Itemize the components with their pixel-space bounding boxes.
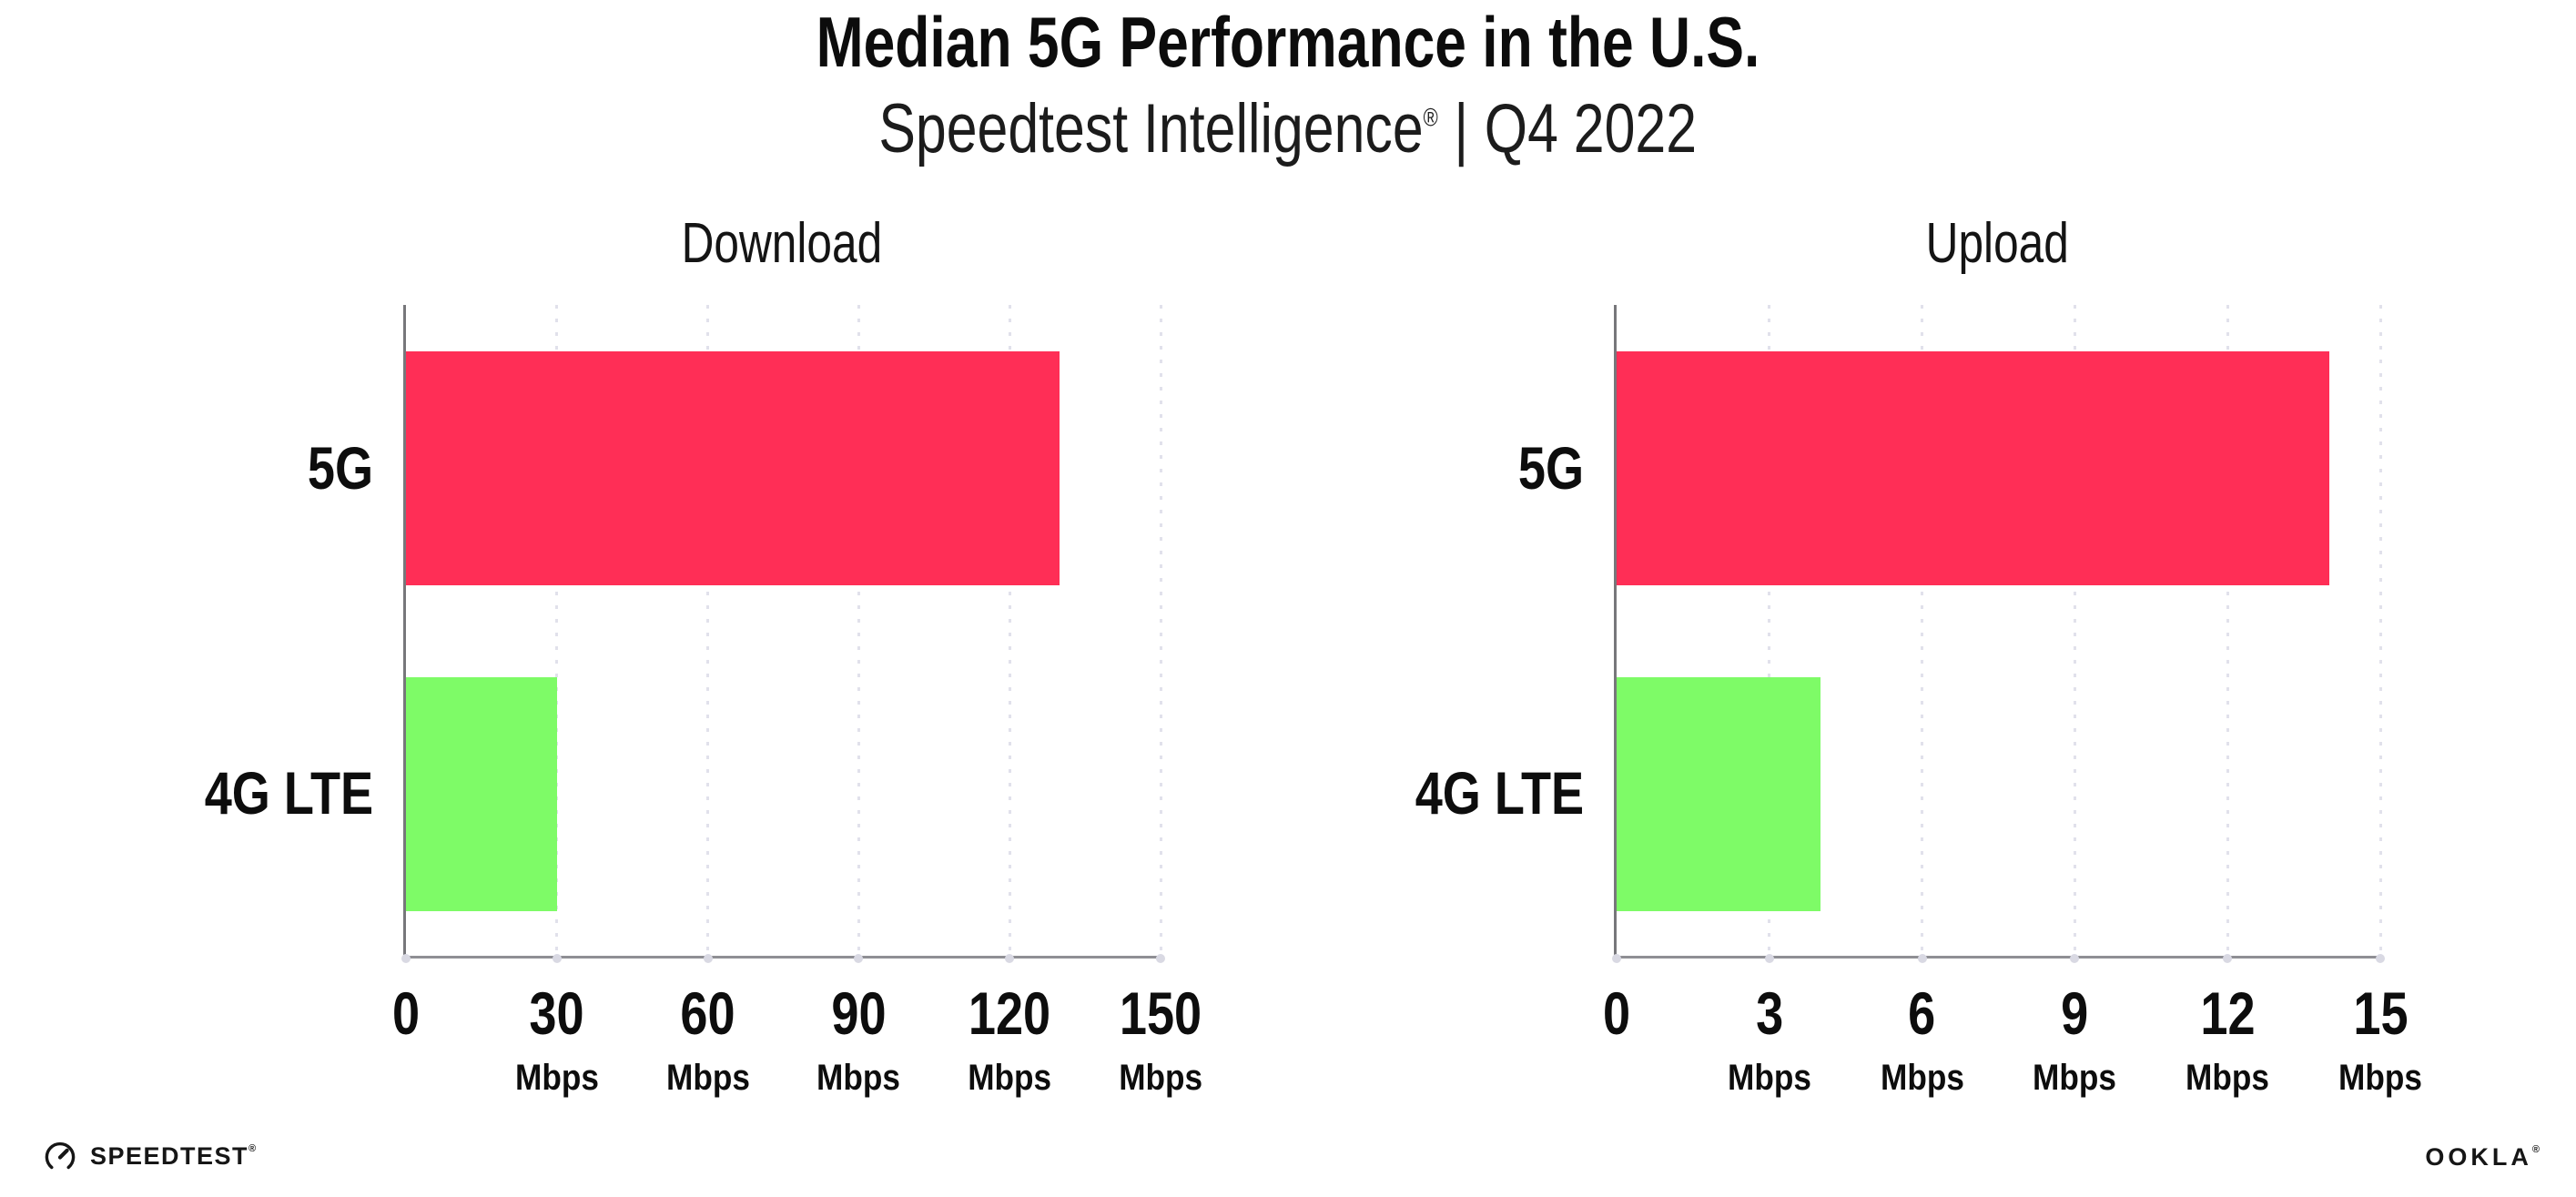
category-label-4g-lte: 4G LTE <box>204 759 373 827</box>
x-tick-number: 150 <box>1119 979 1202 1047</box>
bar-4g-lte <box>406 676 557 911</box>
x-tick-unit: Mbps <box>968 1058 1052 1098</box>
x-tick-label-9: 9 Mbps <box>2027 983 2122 1096</box>
category-label-5g: 5G <box>307 433 373 502</box>
x-tick-unit: Mbps <box>665 1058 750 1098</box>
axis-tick-dot-3 <box>1764 954 1774 963</box>
bar-4g-lte <box>1617 676 1820 911</box>
x-tick-number: 9 <box>2061 979 2089 1047</box>
axis-tick-dot-120 <box>1005 954 1015 963</box>
x-tick-label-120: 120 Mbps <box>959 983 1060 1096</box>
subtitle-brand: Speedtest Intelligence <box>878 90 1424 167</box>
download-chart-title: Download <box>681 212 883 275</box>
gridline-15 <box>2378 305 2382 956</box>
x-tick-label-150: 150 Mbps <box>1111 983 1211 1096</box>
gridline-120 <box>1008 305 1011 956</box>
speedtest-trademark: ® <box>248 1142 258 1154</box>
axis-tick-dot-9 <box>2070 954 2080 963</box>
registered-mark: ® <box>1423 103 1439 132</box>
x-tick-unit: Mbps <box>1727 1058 1811 1098</box>
x-tick-label-15: 15 Mbps <box>2333 983 2428 1096</box>
x-tick-label-12: 12 Mbps <box>2180 983 2275 1096</box>
page-title-text: Median 5G Performance in the U.S. <box>816 2 1760 82</box>
x-tick-number: 0 <box>1602 979 1631 1047</box>
x-tick-unit: Mbps <box>2338 1058 2422 1098</box>
axis-tick-dot-150 <box>1156 954 1165 963</box>
gridline-150 <box>1159 305 1162 956</box>
x-tick-label-0: 0 <box>1600 983 1634 1043</box>
axis-tick-dot-90 <box>854 954 864 963</box>
bar-5g <box>1617 351 2330 586</box>
upload-chart-title: Upload <box>1925 212 2069 275</box>
axis-tick-dot-12 <box>2223 954 2233 963</box>
x-tick-label-30: 30 Mbps <box>510 983 604 1096</box>
upload-plot: 5G 4G LTE 0 3 Mbps 6 Mbps 9 Mbps 12 Mbps 15 Mbps <box>1415 305 2422 1096</box>
x-tick-number: 3 <box>1755 979 1783 1047</box>
gridline-12 <box>2226 305 2229 956</box>
speedtest-logo: SPEEDTEST® <box>42 1136 258 1176</box>
x-tick-number: 120 <box>969 979 1051 1047</box>
gridline-6 <box>1921 305 1924 956</box>
x-tick-label-60: 60 Mbps <box>660 983 755 1096</box>
page-subtitle-text: Speedtest Intelligence® | Q4 2022 <box>879 89 1698 168</box>
x-tick-number: 30 <box>529 979 584 1047</box>
x-tick-unit: Mbps <box>1119 1058 1202 1098</box>
axis-tick-dot-6 <box>1917 954 1927 963</box>
ookla-trademark: ® <box>2531 1144 2543 1155</box>
x-tick-number: 60 <box>680 979 735 1047</box>
x-tick-unit: Mbps <box>816 1058 901 1098</box>
gridline-60 <box>706 305 710 956</box>
axis-tick-dot-0 <box>1612 954 1621 963</box>
x-tick-unit: Mbps <box>1880 1058 1964 1098</box>
x-tick-number: 0 <box>391 979 421 1047</box>
download-plot: 5G 4G LTE 0 30 Mbps 60 Mbps 90 Mbps 120 Mbps 150 Mbp… <box>205 305 1202 1096</box>
axis-tick-dot-15 <box>2376 954 2385 963</box>
x-tick-label-6: 6 Mbps <box>1874 983 1969 1096</box>
x-tick-number: 6 <box>1908 979 1936 1047</box>
x-tick-unit: Mbps <box>2033 1058 2117 1098</box>
subtitle-period: Q4 2022 <box>1485 90 1698 167</box>
speedtest-wordmark: SPEEDTEST® <box>90 1141 258 1170</box>
ookla-wordmark: OOKLA <box>2425 1143 2532 1171</box>
category-label-4g-lte: 4G LTE <box>1415 759 1584 827</box>
axis-tick-dot-30 <box>552 954 562 963</box>
x-tick-label-3: 3 Mbps <box>1722 983 1817 1096</box>
x-tick-unit: Mbps <box>514 1058 599 1098</box>
page-subtitle: Speedtest Intelligence® | Q4 2022 <box>0 89 2576 168</box>
axis-tick-dot-0 <box>401 954 411 963</box>
gridline-30 <box>555 305 559 956</box>
x-tick-number: 90 <box>831 979 887 1047</box>
x-tick-label-90: 90 Mbps <box>811 983 906 1096</box>
ookla-logo: OOKLA® <box>2425 1143 2543 1172</box>
subtitle-separator: | <box>1454 90 1469 167</box>
gridline-90 <box>857 305 860 956</box>
axis-tick-dot-60 <box>703 954 713 963</box>
x-tick-label-0: 0 <box>390 983 423 1043</box>
x-tick-number: 12 <box>2200 979 2256 1047</box>
page-title: Median 5G Performance in the U.S. <box>0 2 2576 82</box>
category-label-5g: 5G <box>1517 433 1584 502</box>
x-tick-number: 15 <box>2352 979 2409 1047</box>
x-tick-unit: Mbps <box>2186 1058 2270 1098</box>
bar-5g <box>406 351 1060 586</box>
gridline-9 <box>2073 305 2076 956</box>
speedtest-gauge-icon <box>45 1141 76 1170</box>
gridline-3 <box>1768 305 1771 956</box>
